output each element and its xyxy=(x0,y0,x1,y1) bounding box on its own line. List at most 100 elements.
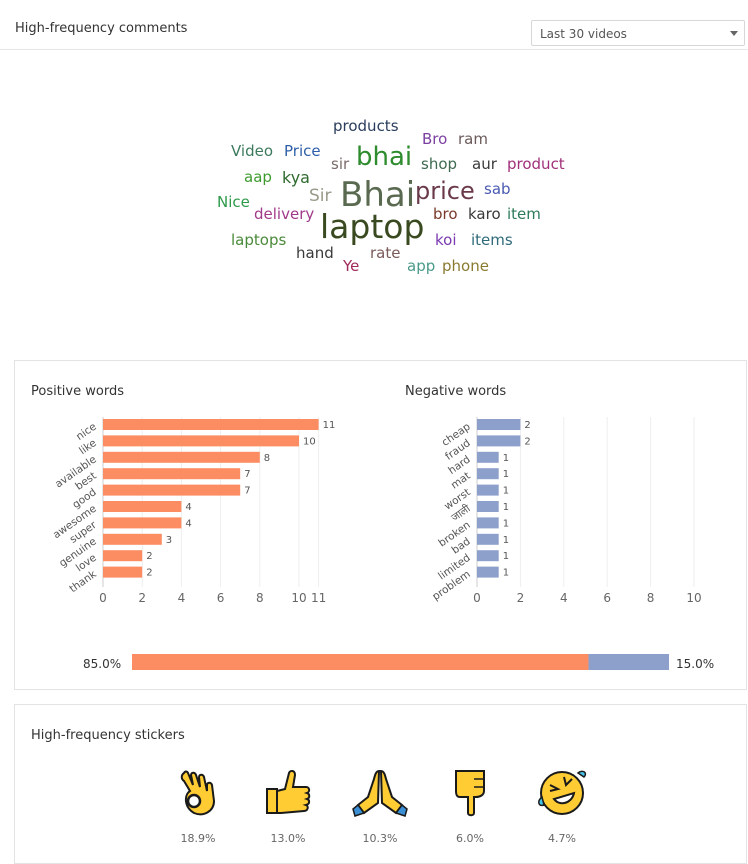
word-cloud-word: item xyxy=(507,205,541,223)
word-cloud-word: Sir xyxy=(309,186,332,206)
chevron-down-icon xyxy=(730,31,738,36)
sticker-item: 18.9% xyxy=(168,767,228,845)
word-cloud-word: hand xyxy=(296,244,334,262)
bar xyxy=(477,501,499,512)
bar xyxy=(103,517,182,529)
x-tick-label: 4 xyxy=(178,591,186,605)
x-tick-label: 10 xyxy=(686,591,701,605)
word-cloud-word: price xyxy=(415,177,475,205)
bar-value-label: 11 xyxy=(323,420,336,431)
bar-value-label: 10 xyxy=(303,436,316,447)
pointing-down-icon xyxy=(455,770,485,817)
sticker-percent: 13.0% xyxy=(270,832,306,845)
thumbs-up-icon xyxy=(266,769,311,814)
bar xyxy=(477,451,499,463)
x-tick-label: 2 xyxy=(517,591,525,605)
sticker-item: 4.7% xyxy=(532,767,592,845)
bar xyxy=(477,550,499,562)
rolling-laughing-icon xyxy=(538,770,587,815)
bar-value-label: 8 xyxy=(264,453,270,464)
word-cloud-word: ram xyxy=(458,130,488,148)
bar xyxy=(103,435,299,447)
sticker-item: 10.3% xyxy=(350,767,410,845)
word-cloud-word: app xyxy=(407,257,436,275)
word-cloud-word: delivery xyxy=(254,205,315,223)
word-cloud-word: Bro xyxy=(422,130,448,148)
sticker-percent: 10.3% xyxy=(362,832,398,845)
sticker-item: 13.0% xyxy=(258,767,318,845)
page-title: High-frequency comments xyxy=(15,21,188,36)
sticker-item: 6.0% xyxy=(440,767,500,845)
bar xyxy=(477,517,499,529)
word-cloud-word: Bhai xyxy=(340,175,416,215)
bar xyxy=(477,435,521,447)
bar-value-label: 1 xyxy=(503,469,509,480)
folded-hands-icon xyxy=(352,769,408,817)
bar xyxy=(477,533,499,545)
bar xyxy=(103,533,162,545)
word-cloud-word: products xyxy=(333,117,399,135)
word-cloud-word: shop xyxy=(421,155,458,173)
word-cloud: products Bro ram Video Price sir bhai shop aur pr… xyxy=(0,50,748,350)
bar xyxy=(103,566,143,578)
bar xyxy=(477,566,499,578)
bar-value-label: 2 xyxy=(146,568,152,579)
positive-words-title: Positive words xyxy=(31,384,124,399)
sticker-percent: 6.0% xyxy=(456,832,484,845)
bar-value-label: 3 xyxy=(166,535,172,546)
bar-value-label: 1 xyxy=(503,535,509,546)
video-range-select[interactable]: Last 30 videos xyxy=(531,20,745,46)
word-cloud-word: Ye xyxy=(343,257,360,275)
bar-value-label: 1 xyxy=(503,486,509,497)
word-cloud-word: Price xyxy=(284,142,321,160)
word-cloud-word: bro xyxy=(433,205,458,223)
word-cloud-word: bhai xyxy=(356,142,413,172)
bar-value-label: 2 xyxy=(146,551,152,562)
x-tick-label: 4 xyxy=(560,591,568,605)
bar xyxy=(477,468,499,480)
ok-hand-icon xyxy=(180,770,216,816)
word-cloud-word: sir xyxy=(331,155,350,173)
word-cloud-word: Video xyxy=(231,142,274,160)
negative-ratio-label: 15.0% xyxy=(676,657,715,671)
bar-value-label: 2 xyxy=(524,420,530,431)
word-cloud-word: sab xyxy=(484,180,511,198)
word-cloud-word: koi xyxy=(435,231,457,249)
word-cloud-word: Nice xyxy=(217,193,250,211)
bar-value-label: 4 xyxy=(185,518,191,529)
bar-value-label: 1 xyxy=(503,502,509,513)
negative-ratio-bar xyxy=(588,654,669,670)
select-value: Last 30 videos xyxy=(540,27,627,41)
word-cloud-word: laptop xyxy=(320,207,425,246)
positive-ratio-label: 85.0% xyxy=(83,657,122,671)
bar xyxy=(103,419,319,430)
bar-value-label: 1 xyxy=(503,551,509,562)
sentiment-panel: Positive words Negative words 0 2 4 6 8 10 11 1… xyxy=(14,360,747,690)
bar xyxy=(103,468,241,480)
bar xyxy=(103,550,143,562)
sticker-percent: 4.7% xyxy=(548,832,576,845)
word-cloud-word: phone xyxy=(442,257,489,275)
bar-value-label: 7 xyxy=(244,486,250,497)
header: High-frequency comments Last 30 videos xyxy=(0,0,748,50)
word-cloud-word: aap xyxy=(244,168,272,186)
x-tick-label: 6 xyxy=(603,591,611,605)
bar xyxy=(103,501,182,512)
category-label: nice xyxy=(74,421,99,443)
sticker-percent: 18.9% xyxy=(180,832,216,845)
bar-value-label: 1 xyxy=(503,453,509,464)
bar-value-label: 4 xyxy=(185,502,191,513)
bar xyxy=(477,484,499,496)
x-tick-label: 6 xyxy=(217,591,225,605)
x-tick-label: 10 xyxy=(291,591,306,605)
word-cloud-word: items xyxy=(471,231,513,249)
bar xyxy=(103,484,241,496)
x-tick-label: 0 xyxy=(99,591,107,605)
bar-value-label: 2 xyxy=(524,436,530,447)
bar-value-label: 1 xyxy=(503,568,509,579)
x-tick-label: 0 xyxy=(473,591,481,605)
bar-value-label: 1 xyxy=(503,518,509,529)
stickers-title: High-frequency stickers xyxy=(31,728,185,743)
negative-words-title: Negative words xyxy=(405,384,507,399)
